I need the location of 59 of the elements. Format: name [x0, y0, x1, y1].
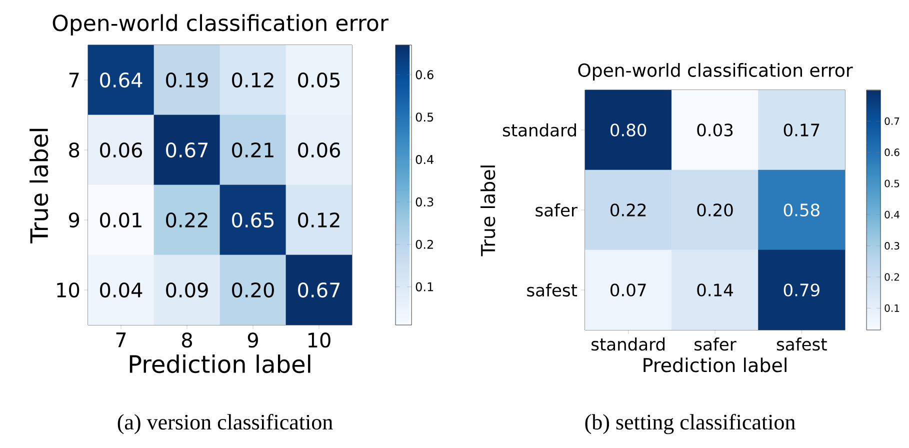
y-tick-label: safer: [536, 203, 578, 217]
data-label: 0.65: [232, 212, 274, 228]
data-label: 0.20: [697, 204, 733, 216]
data-label: 0.12: [298, 212, 340, 228]
color-bar-label: 0.4: [416, 155, 434, 164]
x-tick-label: safest: [776, 338, 827, 351]
color-bar-label: 0.3: [884, 242, 900, 250]
y-tick-label: 7: [69, 72, 79, 88]
y-axis-title: True label: [30, 128, 48, 244]
data-label: 0.03: [697, 124, 733, 136]
color-bar-label: 0.1: [416, 282, 434, 292]
color-bar-label: 0.6: [416, 70, 434, 80]
y-axis-title: True label: [480, 166, 496, 256]
x-axis-title: Prediction label: [644, 358, 786, 372]
data-label: 0.09: [166, 282, 208, 298]
x-tick-label: 8: [182, 332, 192, 348]
x-tick-label: safer: [694, 338, 736, 351]
data-label: 0.20: [232, 282, 274, 298]
data-label: 0.06: [100, 142, 142, 158]
color-bar-label: 0.3: [416, 197, 434, 207]
data-label: 0.21: [232, 142, 274, 158]
color-bar-label: 0.2: [416, 240, 433, 249]
data-label: 0.64: [100, 72, 142, 88]
data-label: 0.22: [610, 204, 646, 216]
data-label: 0.67: [298, 282, 340, 298]
chart-title: Open-world classification error: [578, 63, 853, 80]
data-label: 0.01: [100, 212, 142, 228]
y-tick-label: standard: [502, 123, 576, 137]
data-label: 0.80: [610, 124, 646, 136]
y-tick-label: 9: [69, 212, 80, 228]
chart-title: Open-world classification error: [52, 14, 388, 36]
data-label: 0.19: [166, 72, 208, 88]
data-label: 0.04: [100, 282, 142, 298]
color-bar-label: 0.4: [884, 210, 900, 218]
y-tick-label: 8: [69, 142, 80, 158]
data-label: 0.05: [298, 72, 340, 88]
x-tick-label: 9: [248, 332, 258, 348]
text: (a) version classification: [118, 414, 333, 434]
x-axis-title: Prediction label: [130, 354, 310, 374]
data-label: 0.79: [784, 284, 820, 296]
y-tick-label: 10: [57, 282, 80, 298]
data-label: 0.22: [166, 212, 208, 228]
color-bar-label: 0.5: [884, 180, 900, 188]
x-tick-label: 10: [308, 332, 330, 348]
data-label: 0.67: [166, 142, 208, 158]
data-label: 0.12: [232, 72, 274, 88]
x-tick-label: standard: [592, 338, 665, 351]
x-tick-label: 7: [116, 332, 126, 348]
color-bar-label: 0.2: [884, 273, 899, 281]
color-bar-label: 0.1: [884, 304, 900, 312]
y-tick-label: safest: [527, 283, 578, 297]
color-bar-label: 0.7: [884, 117, 900, 125]
color-bar-label: 0.6: [884, 148, 900, 156]
data-label: 0.17: [784, 124, 820, 136]
data-label: 0.58: [784, 204, 820, 216]
text: (b) setting classification: [585, 414, 796, 434]
data-label: 0.14: [697, 284, 733, 296]
color-bar-label: 0.5: [416, 112, 434, 122]
data-label: 0.06: [298, 142, 340, 158]
